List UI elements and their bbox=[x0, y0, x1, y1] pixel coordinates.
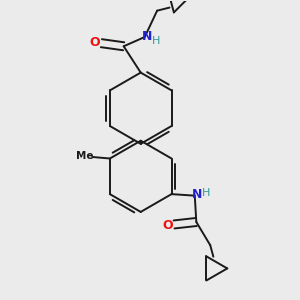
Text: H: H bbox=[202, 188, 211, 198]
Text: O: O bbox=[89, 36, 100, 49]
Text: Me: Me bbox=[76, 151, 94, 161]
Text: N: N bbox=[142, 30, 152, 43]
Text: O: O bbox=[162, 219, 172, 232]
Text: N: N bbox=[192, 188, 202, 201]
Text: H: H bbox=[152, 36, 161, 46]
